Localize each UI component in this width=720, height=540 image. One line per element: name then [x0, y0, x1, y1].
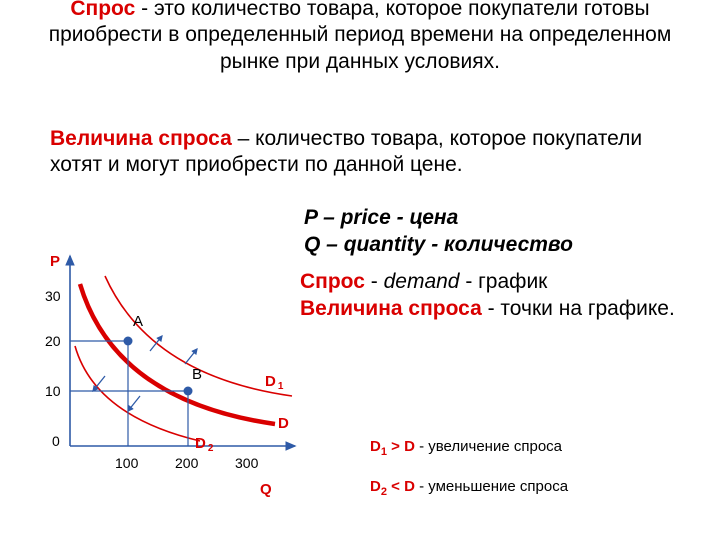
p-axis-label: P	[50, 253, 60, 270]
label-A: A	[133, 313, 143, 330]
ytick-20: 20	[45, 333, 61, 349]
d2-label: D2	[195, 435, 214, 454]
shift-arrow-2	[128, 396, 140, 411]
q-legend: Q – quantity - количество	[304, 231, 573, 258]
label-B: B	[192, 366, 202, 383]
demand-quantity-term: Величина спроса	[50, 127, 232, 150]
demand-term: Спрос	[70, 0, 135, 20]
demand-definition: Спрос - это количество товара, которое п…	[30, 0, 690, 75]
ytick-0: 0	[52, 433, 60, 449]
d-curve	[80, 284, 275, 424]
leader-B	[70, 391, 188, 446]
demand-quantity-definition: Величина спроса – количество товара, кот…	[50, 126, 670, 179]
point-A	[124, 337, 133, 346]
ytick-10: 10	[45, 383, 61, 399]
demand-definition-text: - это количество товара, которое покупат…	[49, 0, 672, 73]
q-axis-label: Q	[260, 481, 272, 498]
pq-legend: P – price - цена Q – quantity - количест…	[304, 204, 573, 259]
d2-note: D2 < D - уменьшение спроса	[370, 478, 610, 498]
shift-arrow-4	[185, 349, 197, 364]
d1-note: D1 > D - увеличение спроса	[370, 438, 700, 458]
xtick-300: 300	[235, 455, 259, 471]
xtick-100: 100	[115, 455, 139, 471]
graph-description: Спрос - demand - график Величина спроса …	[300, 268, 710, 323]
ytick-30: 30	[45, 288, 61, 304]
demand-chart: P Q 30 20 10 0 100 200 300 A B D D1 D2	[20, 246, 320, 506]
p-legend: P – price - цена	[304, 204, 573, 231]
d-label: D	[278, 415, 289, 432]
xtick-200: 200	[175, 455, 199, 471]
d1-label: D1	[265, 373, 284, 392]
point-B	[184, 387, 193, 396]
